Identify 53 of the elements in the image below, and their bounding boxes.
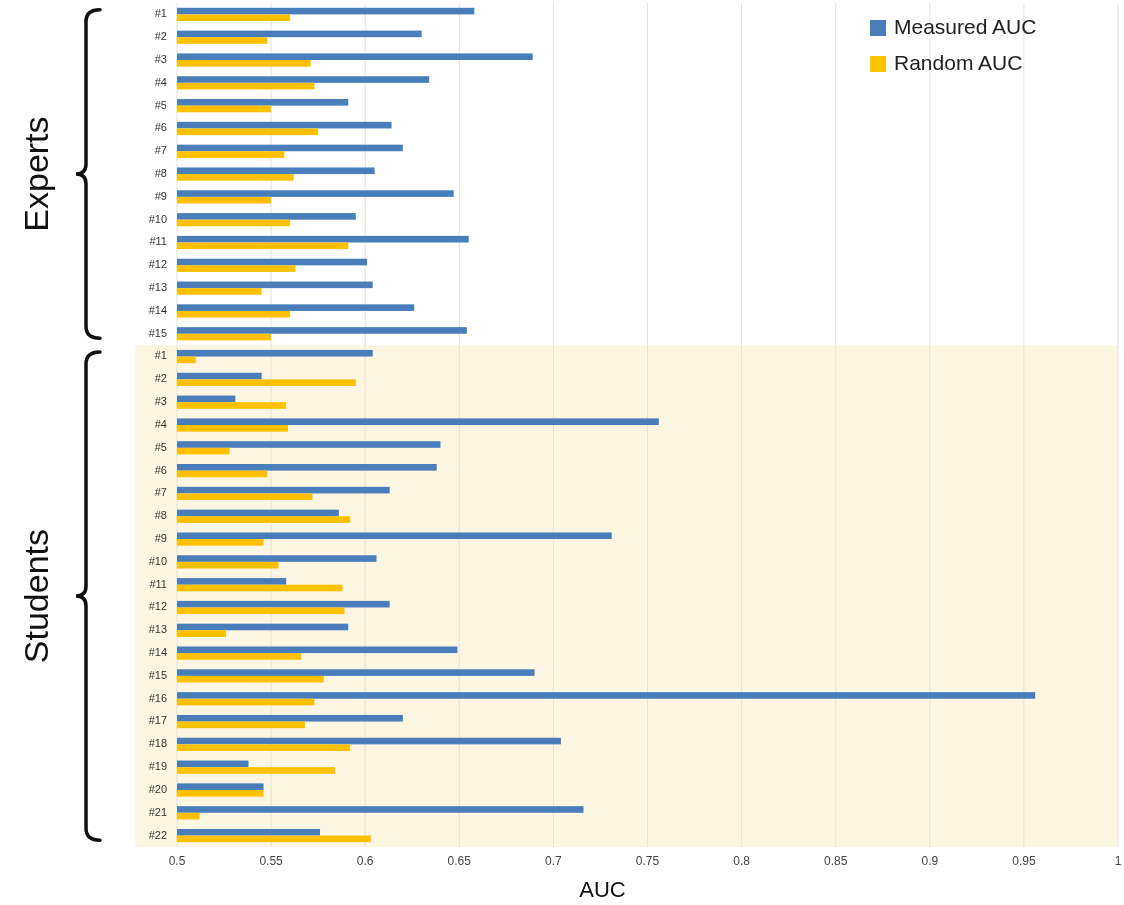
x-tick-label: 1 <box>1114 854 1122 868</box>
y-tick-label: #20 <box>148 782 167 795</box>
y-tick-label: #1 <box>154 7 167 20</box>
x-tick-label: 0.55 <box>259 854 284 868</box>
y-axis-title: Students <box>17 528 55 664</box>
y-tick-label: #11 <box>149 577 167 590</box>
y-tick-label: #17 <box>148 714 167 727</box>
x-tick-label: 0.6 <box>356 854 374 868</box>
x-tick-label: 0.7 <box>545 854 563 868</box>
legend-label: Random AUC <box>894 50 1023 74</box>
y-tick-label: #9 <box>154 189 167 202</box>
x-tick-label: 0.5 <box>168 854 186 868</box>
y-tick-label: #16 <box>148 691 167 704</box>
y-tick-label: #14 <box>148 303 167 316</box>
y-tick-label: #22 <box>148 828 167 841</box>
x-tick-label: 0.85 <box>824 854 848 868</box>
y-tick-label: #6 <box>154 463 167 476</box>
y-tick-label: #8 <box>154 166 167 179</box>
y-tick-label: #4 <box>154 417 167 430</box>
y-tick-label: #9 <box>154 531 167 544</box>
y-tick-label: #15 <box>148 326 167 339</box>
y-tick-label: #13 <box>148 281 167 294</box>
y-axis-title: Experts <box>17 116 55 232</box>
y-tick-label: #3 <box>154 52 167 65</box>
y-tick-label: #18 <box>148 737 167 750</box>
x-tick-label: 0.9 <box>921 854 939 868</box>
y-tick-label: #1 <box>154 349 167 362</box>
y-tick-label: #7 <box>154 486 167 499</box>
y-tick-label: #8 <box>154 509 167 522</box>
legend-label: Measured AUC <box>894 14 1037 38</box>
y-tick-label: #3 <box>154 395 167 408</box>
x-tick-label: 0.75 <box>635 854 660 868</box>
y-tick-label: #5 <box>154 98 167 111</box>
y-tick-label: #15 <box>148 668 167 681</box>
y-tick-label: #12 <box>148 600 167 613</box>
x-tick-label: 0.65 <box>447 854 472 868</box>
y-tick-label: #2 <box>154 372 167 385</box>
y-tick-label: #11 <box>149 235 167 248</box>
x-tick-label: 0.8 <box>733 854 751 868</box>
y-tick-label: #13 <box>148 623 167 636</box>
x-tick-label: 0.95 <box>1012 854 1036 868</box>
y-tick-label: #4 <box>154 75 167 88</box>
y-tick-label: #6 <box>154 121 167 134</box>
y-tick-label: #5 <box>154 440 167 453</box>
y-tick-label: #10 <box>148 554 167 567</box>
y-tick-label: #21 <box>148 805 167 818</box>
y-tick-label: #12 <box>148 258 167 271</box>
y-tick-label: #19 <box>148 760 167 773</box>
y-tick-label: #7 <box>154 144 167 157</box>
x-axis-title: AUC <box>579 877 626 902</box>
y-tick-label: #2 <box>154 30 167 43</box>
y-tick-label: #14 <box>148 646 167 659</box>
y-tick-label: #10 <box>148 212 167 225</box>
